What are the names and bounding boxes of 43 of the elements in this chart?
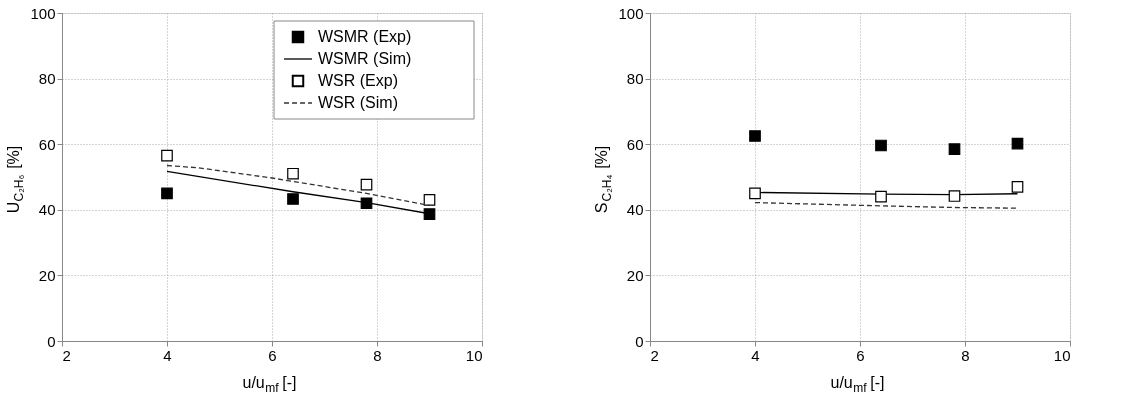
y-tick-label: 20	[38, 266, 56, 284]
point	[423, 194, 436, 206]
y-tick-label: 0	[635, 332, 644, 350]
y-tick-label: 100	[618, 4, 644, 22]
point	[1011, 181, 1024, 193]
point	[287, 193, 299, 205]
y-axis-title: UC₂H₆ [%]	[5, 145, 26, 214]
point	[1011, 137, 1024, 150]
x-tick-label: 6	[268, 346, 277, 364]
legend-label: WSMR (Exp)	[318, 28, 412, 45]
point	[423, 208, 436, 220]
point	[287, 167, 299, 180]
x-tick-label: 2	[650, 346, 659, 364]
y-tick-label: 80	[626, 70, 644, 88]
y-axis-title: SC₂H₄ [%]	[593, 145, 614, 214]
legend-label: WSR (Exp)	[318, 72, 398, 89]
x-tick-label: 2	[62, 346, 71, 364]
point	[360, 178, 373, 191]
point	[749, 187, 761, 200]
point	[948, 143, 961, 155]
y-tick-label: 0	[47, 332, 56, 350]
point	[875, 190, 887, 203]
point	[948, 190, 961, 202]
x-tick-label: 10	[1053, 346, 1071, 364]
legend-label: WSR (Sim)	[318, 94, 398, 111]
legend-label: WSMR (Sim)	[318, 50, 412, 67]
x-tick-label: 10	[465, 346, 483, 364]
x-tick-label: 4	[751, 346, 760, 364]
x-tick-label: 8	[373, 346, 382, 364]
y-tick-label: 60	[38, 135, 56, 153]
y-tick-label: 40	[38, 201, 56, 219]
y-tick-label: 20	[626, 266, 644, 284]
point	[161, 187, 173, 200]
y-tick-label: 60	[626, 135, 644, 153]
y-tick-label: 40	[626, 201, 644, 219]
x-tick-label: 8	[961, 346, 970, 364]
point	[749, 130, 761, 142]
x-tick-label: 4	[163, 346, 172, 364]
y-tick-label: 80	[38, 70, 56, 88]
y-tick-label: 100	[30, 4, 56, 22]
x-tick-label: 6	[856, 346, 865, 364]
point	[161, 149, 173, 162]
point	[875, 139, 887, 152]
